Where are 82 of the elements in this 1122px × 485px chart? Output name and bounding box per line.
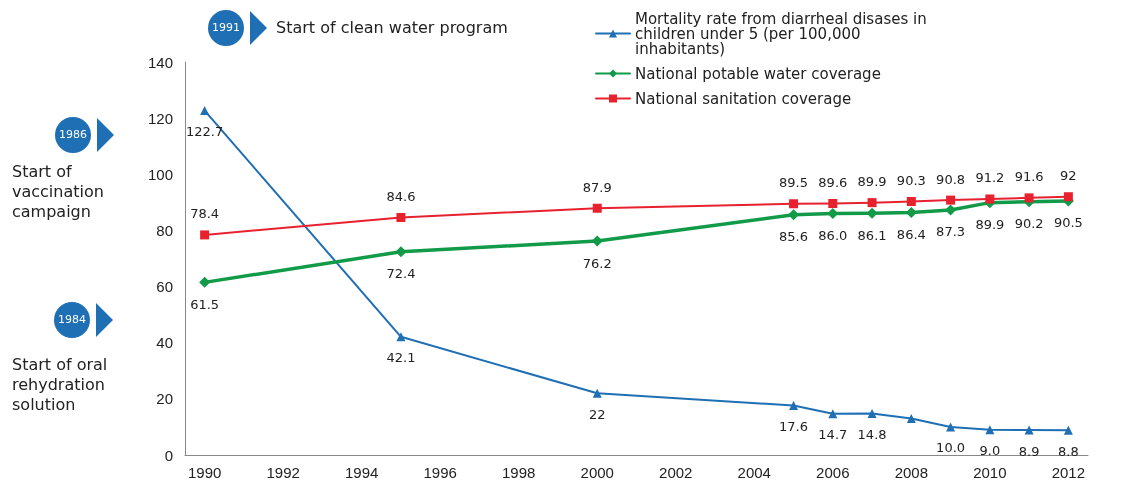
point bbox=[396, 332, 406, 342]
x-tick-label: 2000 bbox=[580, 464, 614, 481]
x-tick-label: 1994 bbox=[344, 464, 379, 481]
text: Start of vaccination campaign bbox=[12, 162, 105, 222]
y-tick-label: 0 bbox=[164, 446, 173, 464]
data-label: 9.0 bbox=[979, 443, 1001, 459]
point bbox=[946, 195, 956, 205]
data-label: 90.3 bbox=[896, 173, 926, 189]
x-tick-label: 2004 bbox=[737, 464, 771, 481]
x-tick-label: 1990 bbox=[187, 464, 222, 481]
point bbox=[200, 106, 210, 116]
point bbox=[200, 230, 210, 240]
point bbox=[789, 199, 799, 209]
data-label: 89.5 bbox=[779, 175, 809, 191]
y-tick-label: 120 bbox=[147, 109, 173, 127]
point bbox=[199, 276, 211, 288]
data-label: 42.1 bbox=[386, 350, 416, 366]
data-label: 85.6 bbox=[779, 229, 809, 245]
year-badge: 1984 bbox=[54, 302, 90, 338]
point bbox=[1024, 425, 1034, 435]
data-label: 86.0 bbox=[818, 228, 848, 244]
data-label: 8.8 bbox=[1058, 443, 1079, 459]
x-tick-label: 1998 bbox=[502, 464, 536, 481]
data-label: 90.5 bbox=[1053, 215, 1083, 231]
legend-label: Mortality rate from diarrheal disases in children under 5 (per 100,000 inhabitants) bbox=[635, 9, 932, 58]
data-label: 17.6 bbox=[779, 419, 809, 435]
y-tick-label: 100 bbox=[147, 165, 173, 183]
data-label: 91.6 bbox=[1014, 169, 1044, 185]
point bbox=[906, 414, 916, 424]
y-tick-label: 40 bbox=[156, 334, 173, 352]
data-label: 87.9 bbox=[582, 179, 612, 195]
point bbox=[906, 197, 916, 207]
x-tick-label: 1996 bbox=[423, 464, 457, 481]
data-label: 90.8 bbox=[936, 171, 966, 187]
data-label: 122.7 bbox=[186, 124, 224, 140]
data-label: 90.2 bbox=[1014, 216, 1044, 232]
data-label: 10.0 bbox=[936, 440, 966, 456]
x-tick-label: 2012 bbox=[1051, 464, 1086, 481]
data-label: 89.6 bbox=[818, 174, 848, 190]
data-label: 91.2 bbox=[975, 170, 1005, 186]
point bbox=[945, 204, 957, 216]
y-tick-label: 20 bbox=[156, 390, 173, 408]
x-tick-label: 2002 bbox=[659, 464, 693, 481]
point bbox=[1024, 193, 1034, 203]
data-label: 14.8 bbox=[857, 426, 887, 442]
point bbox=[396, 213, 406, 223]
data-label: 86.1 bbox=[857, 227, 887, 243]
point bbox=[1063, 425, 1073, 435]
data-label: 61.5 bbox=[190, 296, 220, 312]
x-tick-label: 2010 bbox=[973, 464, 1007, 481]
data-label: 87.3 bbox=[936, 224, 966, 240]
data-label: 89.9 bbox=[857, 174, 887, 190]
y-tick-label: 140 bbox=[147, 53, 173, 71]
y-tick-label: 80 bbox=[156, 221, 173, 239]
point bbox=[592, 388, 602, 398]
x-tick-label: 2006 bbox=[816, 464, 850, 481]
legend-label: National sanitation coverage bbox=[635, 89, 852, 108]
point bbox=[867, 198, 877, 208]
data-label: 78.4 bbox=[190, 206, 220, 222]
data-label: 76.2 bbox=[582, 255, 612, 271]
point bbox=[592, 203, 602, 213]
data-label: 72.4 bbox=[386, 266, 416, 282]
data-label: 22 bbox=[588, 406, 606, 422]
data-label: 14.7 bbox=[818, 427, 848, 443]
text: Start of oral rehydration solution bbox=[12, 355, 109, 415]
point bbox=[867, 408, 877, 418]
data-label: 8.9 bbox=[1018, 443, 1040, 459]
legend-label: National potable water coverage bbox=[635, 64, 881, 83]
y-tick-label: 60 bbox=[156, 278, 173, 296]
x-tick-label: 2008 bbox=[894, 464, 929, 481]
point bbox=[828, 198, 838, 208]
point bbox=[985, 194, 995, 204]
year-badge: 1986 bbox=[55, 117, 91, 153]
data-label: 92 bbox=[1060, 168, 1077, 184]
text: Start of clean water program bbox=[276, 18, 509, 38]
data-label: 86.4 bbox=[896, 226, 926, 242]
data-label: 89.9 bbox=[975, 217, 1005, 233]
data-label: 84.6 bbox=[386, 189, 416, 205]
point bbox=[1063, 192, 1073, 202]
point bbox=[789, 401, 799, 411]
x-tick-label: 1992 bbox=[266, 464, 300, 481]
year-badge: 1991 bbox=[208, 10, 244, 46]
